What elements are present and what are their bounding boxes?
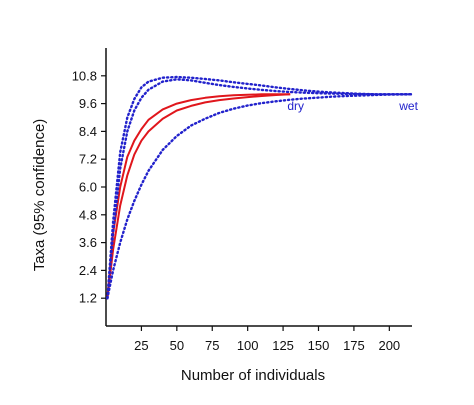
x-tick-label: 175	[343, 338, 365, 353]
x-tick-label: 50	[170, 338, 184, 353]
y-tick-label: 10.8	[72, 68, 97, 83]
y-axis-title: Taxa (95% confidence)	[31, 119, 48, 272]
y-tick-label: 1.2	[79, 291, 97, 306]
y-ticks: 1.2 2.4 3.6 4.8 6.0 7.2 8.4 9.6 10.8	[72, 68, 106, 306]
series-line-wet-mean	[106, 78, 414, 300]
x-ticks: 25 50 75 100 125 150 175 200	[134, 326, 400, 353]
series-line-dry-mean	[106, 93, 291, 299]
series-annotations: dry wet	[287, 99, 418, 113]
x-tick-label: 100	[237, 338, 259, 353]
y-tick-label: 7.2	[79, 152, 97, 167]
annotation-wet: wet	[398, 99, 418, 113]
annotation-dry: dry	[287, 99, 304, 113]
x-tick-label: 125	[272, 338, 294, 353]
x-axis-title: Number of individuals	[181, 367, 325, 384]
y-tick-label: 4.8	[79, 207, 97, 222]
series-lines	[106, 75, 414, 300]
series-line-dry-upper-95-ci	[106, 93, 291, 299]
y-tick-label: 3.6	[79, 235, 97, 250]
series-line-wet-upper-95-ci	[106, 75, 414, 300]
y-tick-label: 9.6	[79, 96, 97, 111]
x-tick-label: 75	[205, 338, 219, 353]
y-tick-label: 2.4	[79, 263, 97, 278]
series-line-wet-lower-95-ci	[106, 93, 414, 300]
y-tick-label: 8.4	[79, 124, 97, 139]
y-tick-label: 6.0	[79, 180, 97, 195]
x-tick-label: 200	[378, 338, 400, 353]
x-tick-label: 150	[308, 338, 330, 353]
x-tick-label: 25	[134, 338, 148, 353]
